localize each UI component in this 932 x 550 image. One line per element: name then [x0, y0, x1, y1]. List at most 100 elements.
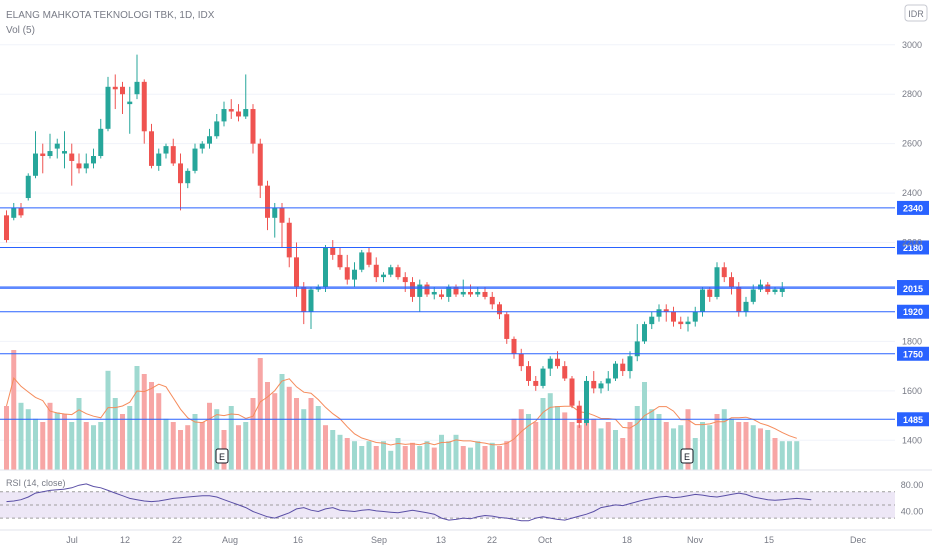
candle-body	[272, 207, 278, 218]
volume-bar	[460, 446, 466, 470]
candle	[221, 101, 227, 127]
level-tag	[897, 281, 929, 296]
candle-body	[736, 287, 742, 312]
candle	[511, 336, 517, 359]
candle-body	[497, 304, 502, 315]
level-2020[interactable]: 2020	[0, 280, 929, 295]
horizontal-levels[interactable]: 2340 2180 20202015 1920 1750 1485	[0, 200, 929, 427]
candle	[18, 202, 24, 218]
volume-bar	[417, 446, 423, 470]
level-2340[interactable]: 2340	[0, 200, 929, 215]
time-tick-label: 15	[764, 535, 774, 545]
candle	[170, 138, 176, 166]
volume-bar	[547, 393, 553, 470]
candle	[236, 104, 241, 122]
time-tick-label: 16	[293, 535, 303, 545]
candle-body	[685, 321, 691, 325]
level-2015[interactable]: 2015	[0, 281, 929, 296]
candle-body	[453, 287, 459, 295]
time-tick-label: 22	[487, 535, 497, 545]
volume-bar	[678, 425, 684, 470]
candlestick-series	[4, 54, 785, 428]
currency-badge[interactable]: IDR	[904, 4, 928, 22]
level-tag-label: 2180	[903, 243, 923, 253]
candle-body	[257, 143, 263, 186]
volume-bar	[199, 422, 205, 470]
volume-bar	[76, 398, 82, 470]
candle	[605, 371, 611, 391]
volume-bar	[598, 428, 604, 470]
volume-bar	[236, 425, 241, 470]
volume-bar	[787, 441, 792, 470]
time-tick-label: Dec	[850, 535, 867, 545]
candle	[286, 217, 292, 268]
candle-body	[366, 252, 372, 265]
volume-bar	[381, 441, 386, 470]
volume-bar	[40, 422, 46, 470]
candle	[526, 361, 531, 386]
time-axis[interactable]: Jul 12 22 Aug 16 Sep 13 22 Oct 18 Nov 15 Dec	[0, 529, 932, 545]
level-1485[interactable]: 1485	[0, 412, 929, 427]
time-tick-label: 22	[172, 535, 182, 545]
candle-body	[221, 109, 227, 122]
level-1920[interactable]: 1920	[0, 304, 929, 319]
volume-bar	[373, 446, 379, 470]
candle	[417, 279, 423, 312]
candle	[547, 356, 553, 377]
earnings-marker[interactable]: E	[680, 448, 694, 464]
candle-body	[330, 247, 336, 255]
time-tick-label: Oct	[538, 535, 553, 545]
candle-body	[286, 222, 292, 258]
candle-body	[511, 338, 517, 354]
volume-bars	[4, 350, 800, 470]
candle-body	[460, 291, 466, 295]
candle-body	[475, 291, 481, 295]
volume-bar	[279, 374, 285, 470]
volume-bar	[120, 414, 125, 470]
price-axis[interactable]: 3000 2800 2600 2400 2200 1800 1600 1400	[902, 40, 922, 446]
candle	[323, 245, 328, 292]
currency-badge-label: IDR	[908, 9, 924, 19]
earnings-marker-frame	[215, 448, 229, 464]
volume-bar	[286, 386, 292, 470]
volume-bar	[576, 425, 582, 470]
candle-body	[11, 207, 17, 218]
candle	[83, 153, 89, 174]
candle-body	[98, 128, 104, 157]
candle	[634, 324, 640, 362]
volume-bar	[134, 366, 140, 470]
candle	[337, 247, 343, 270]
volume-bar	[620, 438, 626, 470]
candle-body	[605, 378, 611, 384]
price-tick-label: 3000	[902, 40, 922, 50]
candle	[214, 113, 220, 139]
level-1750[interactable]: 1750	[0, 346, 929, 361]
candle-body	[700, 289, 705, 312]
candle-body	[54, 143, 60, 149]
volume-bar	[330, 430, 336, 470]
candle	[613, 361, 618, 381]
candle	[656, 304, 662, 322]
volume-bar	[627, 422, 633, 470]
candle-body	[33, 153, 38, 176]
candle	[714, 262, 720, 300]
candle	[591, 371, 597, 394]
volume-bar	[156, 393, 162, 470]
price-tick-label: 1600	[902, 386, 922, 396]
candle-body	[656, 309, 662, 317]
volume-bar	[25, 409, 31, 470]
time-tick-label: 18	[622, 535, 632, 545]
candle	[366, 247, 372, 268]
volume-bar	[758, 428, 763, 470]
earnings-marker[interactable]: E	[215, 448, 229, 464]
candle-body	[576, 405, 582, 423]
candle	[69, 143, 75, 186]
level-2180[interactable]: 2180	[0, 240, 929, 255]
symbol-title: ELANG MAHKOTA TEKNOLOGI TBK, 1D, IDX	[6, 10, 215, 21]
candle	[105, 76, 111, 132]
candle-body	[359, 252, 365, 270]
candle-body	[4, 215, 9, 241]
candle-body	[540, 368, 546, 386]
